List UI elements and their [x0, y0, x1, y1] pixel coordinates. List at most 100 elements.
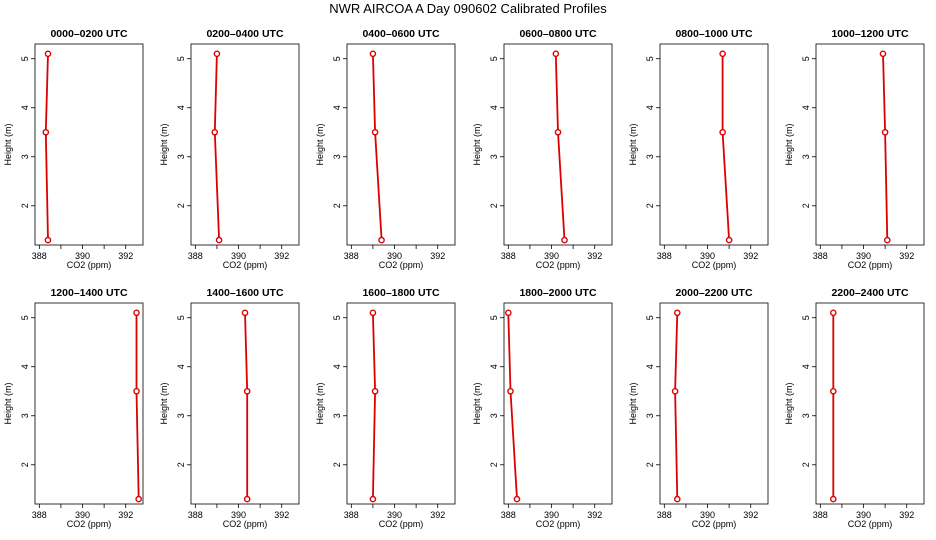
y-tick-label: 5: [332, 315, 342, 320]
profile-line: [213, 53, 220, 241]
y-tick-label: 5: [645, 56, 655, 61]
y-axis-label: Height (m): [315, 123, 325, 165]
plot-frame: [815, 302, 925, 505]
x-tick-label: 390: [856, 510, 871, 520]
data-point: [378, 236, 385, 244]
y-tick-label: 2: [176, 203, 186, 208]
x-axis-label: CO2 (ppm): [848, 519, 893, 529]
x-axis-label: CO2 (ppm): [223, 260, 268, 270]
data-point: [215, 236, 223, 244]
y-tick-label: 3: [176, 413, 186, 418]
x-tick-label: 392: [587, 510, 602, 520]
y-tick-label: 2: [332, 462, 342, 467]
panel-title: 1800–2000 UTC: [519, 287, 596, 299]
y-tick-label: 5: [332, 56, 342, 61]
panel-title: 2000–2200 UTC: [675, 287, 752, 299]
x-axis-label: CO2 (ppm): [67, 519, 112, 529]
x-tick-label: 390: [231, 251, 246, 261]
data-point: [44, 50, 52, 58]
panel-title: 2200–2400 UTC: [831, 287, 908, 299]
y-tick-label: 3: [332, 413, 342, 418]
panel-title: 1000–1200 UTC: [831, 28, 908, 40]
panel-title: 0800–1000 UTC: [675, 28, 752, 40]
data-point: [133, 387, 140, 395]
y-tick-label: 2: [645, 203, 655, 208]
x-tick-label: 392: [743, 251, 758, 261]
profile-line: [721, 53, 730, 241]
x-axis-label: CO2 (ppm): [67, 260, 112, 270]
y-tick-label: 5: [20, 315, 30, 320]
profile-line: [372, 53, 383, 241]
x-tick-label: 388: [344, 251, 359, 261]
x-tick-label: 390: [231, 510, 246, 520]
y-tick-label: 3: [489, 413, 499, 418]
plot-frame: [190, 43, 300, 246]
x-tick-label: 388: [32, 510, 47, 520]
data-point: [719, 50, 726, 58]
panel-title: 1200–1400 UTC: [50, 287, 127, 299]
y-tick-label: 4: [645, 364, 655, 369]
data-point: [879, 50, 887, 58]
data-point: [133, 309, 140, 317]
x-tick-label: 392: [430, 251, 445, 261]
x-axis-label: CO2 (ppm): [536, 519, 581, 529]
x-axis-label: CO2 (ppm): [692, 260, 737, 270]
plot-frame: [346, 302, 456, 505]
data-point: [883, 236, 891, 244]
y-tick-label: 5: [20, 56, 30, 61]
x-tick-label: 392: [899, 251, 914, 261]
data-point: [507, 387, 514, 395]
y-tick-label: 2: [489, 203, 499, 208]
y-tick-label: 2: [489, 462, 499, 467]
y-axis-label: Height (m): [472, 382, 482, 424]
y-axis-label: Height (m): [784, 123, 794, 165]
y-tick-label: 4: [801, 364, 811, 369]
x-tick-label: 388: [657, 510, 672, 520]
data-point: [513, 495, 521, 503]
x-tick-label: 390: [856, 251, 871, 261]
x-axis-label: CO2 (ppm): [536, 260, 581, 270]
x-tick-label: 388: [188, 510, 203, 520]
panel-title: 0600–0800 UTC: [519, 28, 596, 40]
profile-line: [244, 312, 249, 500]
x-tick-label: 390: [387, 510, 402, 520]
y-tick-label: 5: [801, 56, 811, 61]
plot-frame: [190, 302, 300, 505]
data-point: [671, 387, 679, 395]
x-axis-label: CO2 (ppm): [379, 260, 424, 270]
data-point: [554, 128, 562, 136]
data-point: [552, 50, 560, 58]
y-axis-label: Height (m): [3, 382, 13, 424]
y-tick-label: 5: [176, 315, 186, 320]
y-tick-label: 4: [176, 105, 186, 110]
panel-title: 1600–1800 UTC: [362, 287, 439, 299]
x-tick-label: 390: [75, 510, 90, 520]
y-axis-label: Height (m): [784, 382, 794, 424]
y-tick-label: 2: [801, 462, 811, 467]
x-tick-label: 392: [274, 510, 289, 520]
y-tick-label: 4: [332, 364, 342, 369]
y-tick-label: 5: [489, 315, 499, 320]
data-point: [371, 128, 379, 136]
x-tick-label: 390: [544, 510, 559, 520]
y-axis-label: Height (m): [315, 382, 325, 424]
profile-line: [507, 312, 518, 500]
data-point: [673, 495, 681, 503]
data-point: [561, 236, 568, 244]
panel-title: 1400–1600 UTC: [206, 287, 283, 299]
y-tick-label: 4: [176, 364, 186, 369]
data-point: [725, 236, 733, 244]
data-point: [135, 495, 142, 503]
profile-line: [882, 53, 889, 241]
data-point: [505, 309, 512, 317]
y-tick-label: 3: [176, 154, 186, 159]
data-point: [673, 309, 681, 317]
y-tick-label: 3: [801, 154, 811, 159]
data-point: [213, 50, 221, 58]
plot-frame: [34, 43, 144, 246]
y-tick-label: 4: [489, 105, 499, 110]
x-tick-label: 388: [32, 251, 47, 261]
plot-frame: [346, 43, 456, 246]
x-tick-label: 392: [899, 510, 914, 520]
x-tick-label: 392: [430, 510, 445, 520]
